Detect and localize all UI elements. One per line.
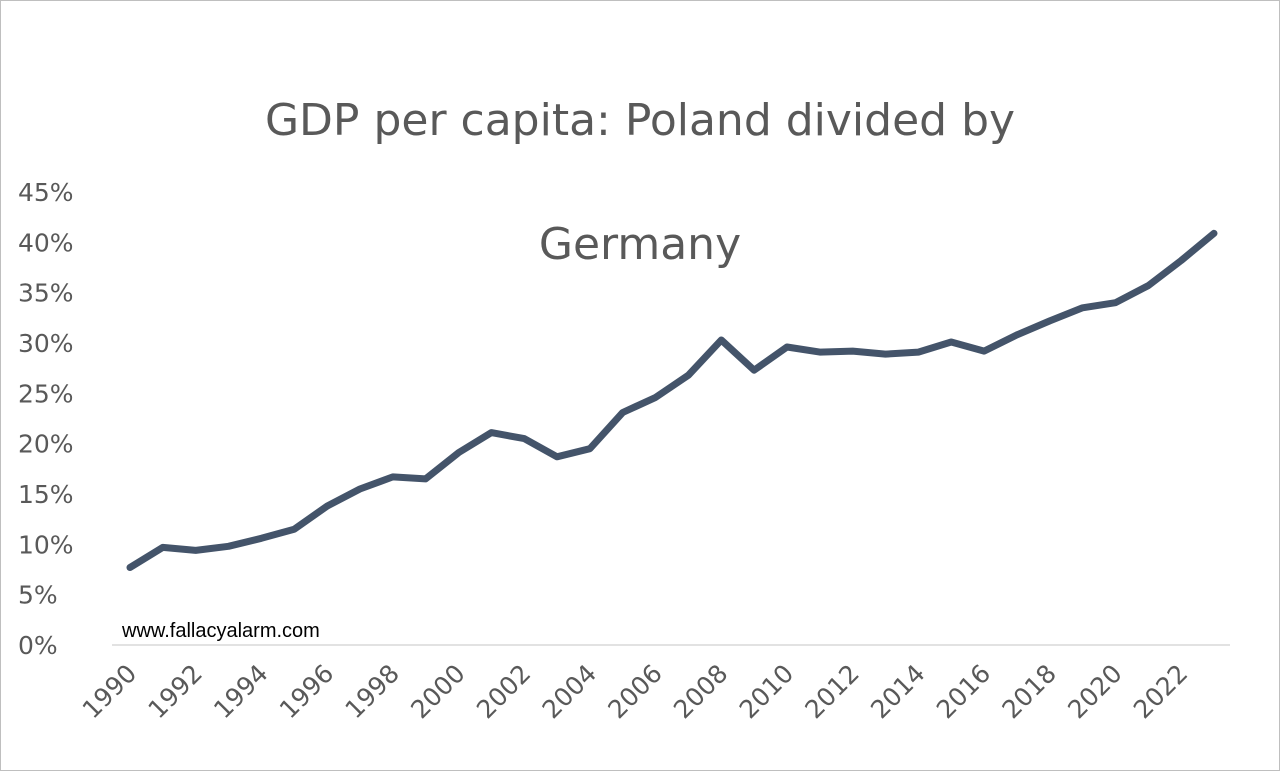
x-tick-label: 1992 <box>142 659 207 724</box>
y-tick-label: 45% <box>18 178 74 207</box>
x-tick-label: 2014 <box>865 659 930 724</box>
y-tick-label: 5% <box>18 581 58 610</box>
y-tick-label: 10% <box>18 530 74 559</box>
y-tick-label: 15% <box>18 480 74 509</box>
watermark-text: www.fallacyalarm.com <box>121 620 320 642</box>
x-tick-label: 2004 <box>537 659 602 724</box>
x-tick-label: 2020 <box>1062 659 1127 724</box>
y-tick-label: 30% <box>18 329 74 358</box>
x-tick-label: 2002 <box>471 659 536 724</box>
y-tick-label: 40% <box>18 228 74 257</box>
y-tick-label: 25% <box>18 379 74 408</box>
y-tick-label: 20% <box>18 430 74 459</box>
series-line <box>126 229 1218 571</box>
y-tick-label: 0% <box>18 631 58 660</box>
x-tick-label: 2012 <box>799 659 864 724</box>
y-tick-label: 35% <box>18 279 74 308</box>
x-tick-label: 2006 <box>602 659 667 724</box>
x-tick-label: 2018 <box>997 659 1062 724</box>
x-tick-label: 2022 <box>1128 659 1193 724</box>
y-axis: 0% 5% 10% 15% 20% 25% 30% 35% 40% 45% <box>18 178 74 660</box>
x-tick-label: 2008 <box>668 659 733 724</box>
x-tick-label: 1996 <box>274 659 339 724</box>
chart-title-line-1: GDP per capita: Poland divided by <box>264 95 1016 146</box>
x-tick-label: 1998 <box>340 659 405 724</box>
x-axis: 1990 1992 1994 1996 1998 2000 2002 2004 2006 2008… <box>77 644 1230 724</box>
plot-area <box>126 229 1218 571</box>
chart-title: GDP per capita: Poland divided by German… <box>140 28 1140 338</box>
chart-title-line-2: Germany <box>538 219 742 270</box>
x-tick-label: 1990 <box>77 659 142 724</box>
x-tick-label: 2000 <box>405 659 470 724</box>
x-tick-label: 2010 <box>734 659 799 724</box>
x-tick-label: 1994 <box>208 659 273 724</box>
x-tick-label: 2016 <box>931 659 996 724</box>
